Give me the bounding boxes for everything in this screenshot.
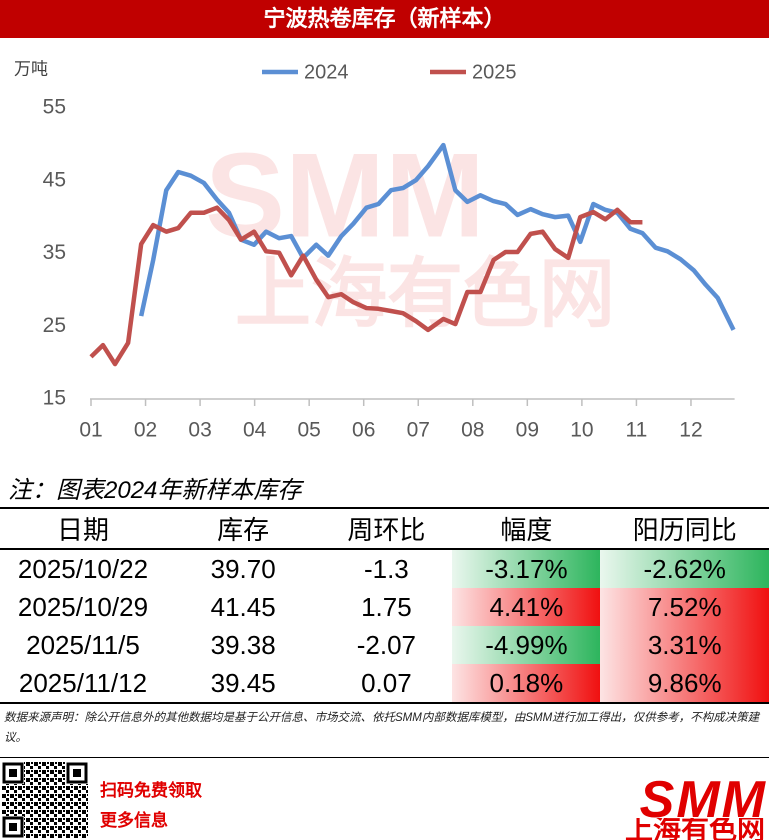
watermark: 上海有色网 — [235, 252, 615, 337]
table-cell: -1.3 — [363, 553, 409, 584]
table-cell: 9.86% — [600, 664, 769, 704]
x-tick-label: 03 — [188, 419, 211, 442]
table-cell: 7.52% — [600, 588, 769, 626]
table-cell: 4.41% — [452, 588, 601, 626]
table-row: 2025/11/5 39.38 -2.07 -4.99% 3.31% — [0, 626, 769, 664]
table-cell: -2.62% — [600, 549, 769, 588]
x-tick-label: 02 — [134, 419, 157, 442]
table-cell: 2025/11/12 — [0, 664, 166, 704]
table-cell: 2025/10/22 — [17, 553, 149, 584]
logo-text: 上海有色网 — [624, 818, 765, 840]
table-cell: 2025/11/5 — [26, 629, 140, 660]
source: 数据来源声明：除公开信息外的其他数据均是基于公开信息、市场交流、依托SMM内部数… — [4, 712, 760, 744]
table-cell: -4.99% — [452, 626, 601, 664]
table-header: 幅度 — [452, 507, 601, 550]
y-axis-label: 万吨 — [14, 59, 48, 78]
note: 注：图表2024年新样本库存 — [8, 477, 302, 504]
table-cell: 39.70 — [210, 553, 276, 584]
line — [89, 205, 643, 367]
table-cell: -3.17% — [452, 549, 601, 588]
y-tick-label: 55 — [43, 96, 66, 119]
table-cell: 39.45 — [165, 664, 321, 704]
chart-title: 宁波热卷库存（新样本） — [0, 0, 769, 38]
table-cell: 3.31% — [600, 626, 769, 664]
y-tick-label: 15 — [43, 387, 66, 410]
legend-label: 2024 — [304, 61, 349, 83]
qr-code — [2, 762, 88, 838]
promo: 扫码免费领取 — [100, 781, 202, 800]
table-cell: 1.75 — [361, 591, 412, 622]
logo: SMM — [639, 771, 767, 829]
table-cell: 0.07 — [320, 664, 453, 704]
table-header: 周环比 — [320, 507, 453, 550]
y-tick-label: 25 — [43, 314, 66, 337]
divider — [0, 757, 769, 758]
x-tick-label: 11 — [626, 419, 648, 442]
legend-label: 2025 — [472, 61, 517, 83]
table-header: 库存 — [165, 507, 321, 550]
table-header: 阳历同比 — [600, 507, 769, 550]
y-tick-label: 45 — [43, 168, 66, 191]
x-tick-label: 10 — [570, 419, 593, 442]
promo: 更多信息 — [100, 811, 168, 830]
table-cell: 39.38 — [210, 629, 276, 660]
x-tick-label: 01 — [79, 419, 102, 442]
x-tick-label: 05 — [297, 419, 320, 442]
x-tick-label: 06 — [352, 419, 375, 442]
table-cell: 2025/10/29 — [17, 591, 149, 622]
table-cell: 0.18% — [452, 664, 601, 704]
table: 日期 库存 周环比 幅度 阳历同比 2025/10/22 39.70 -1.3 -3.17% -2… — [0, 507, 769, 704]
table-row: 2025/11/12 39.45 0.07 0.18% 9.86% — [0, 664, 769, 704]
table-cell: -2.07 — [356, 629, 416, 660]
table-row: 2025/10/22 39.70 -1.3 -3.17% -2.62% — [0, 549, 769, 588]
table-header: 日期 — [0, 507, 166, 550]
x-tick-label: 08 — [461, 419, 484, 442]
table-cell: 41.45 — [210, 591, 276, 622]
x-tick-label: 12 — [679, 419, 702, 442]
x-tick-label: 07 — [407, 419, 430, 442]
y-tick-label: 35 — [43, 241, 66, 264]
x-tick-label: 09 — [516, 419, 539, 442]
table-row: 2025/10/29 41.45 1.75 4.41% 7.52% — [0, 588, 769, 626]
x-tick-label: 04 — [243, 419, 267, 442]
